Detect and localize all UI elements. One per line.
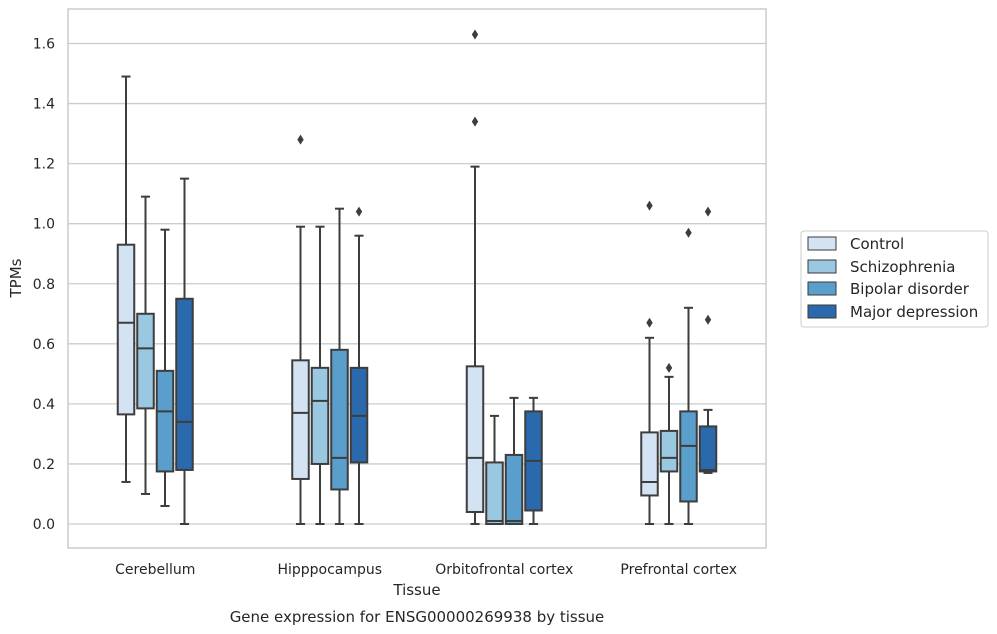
x-tick-label: Cerebellum [115, 562, 195, 578]
outlier-point [665, 362, 673, 373]
legend-item: Bipolar disorder [807, 280, 970, 298]
y-tick-label: 0.6 [33, 337, 55, 353]
legend-item: Major depression [807, 303, 978, 321]
y-tick-label: 1.2 [33, 157, 55, 173]
x-tick-label: Hipppocampus [277, 562, 382, 578]
box-group [679, 227, 698, 525]
box [640, 431, 659, 497]
legend-label: Schizophrenia [850, 258, 955, 276]
box-group [504, 396, 524, 526]
outlier-point [471, 116, 479, 127]
box [698, 425, 718, 473]
y-tick-label: 1.6 [33, 37, 55, 53]
box-group [155, 228, 175, 507]
box-group [485, 414, 504, 526]
legend: Control Schizophrenia Bipolar disorder M… [800, 230, 989, 328]
x-tick-label: Prefrontal cortex [620, 562, 737, 578]
outlier-point [704, 314, 712, 325]
legend-item: Control [807, 235, 904, 253]
box-group [659, 362, 679, 525]
outlier-point [685, 227, 692, 238]
x-axis-label: Tissue [392, 581, 440, 599]
outlier-point [471, 29, 479, 40]
outlier-point [297, 134, 304, 145]
y-axis-label: TPMs [7, 258, 25, 298]
box [330, 348, 349, 491]
legend-swatch [807, 236, 837, 251]
y-tick-label: 1.4 [33, 97, 55, 113]
legend-frame [800, 230, 989, 328]
box-group [330, 207, 349, 525]
box [310, 366, 330, 465]
outlier-point [704, 206, 712, 217]
y-tick-label: 0.2 [33, 457, 55, 473]
x-tick-label: Orbitofrontal cortex [435, 562, 573, 578]
legend-swatch [807, 304, 837, 319]
legend-item: Schizophrenia [807, 258, 955, 276]
legend-label: Control [850, 235, 904, 253]
y-tick-labels: 0.0 0.2 0.4 0.6 0.8 1.0 1.2 1.4 1.6 [33, 37, 55, 534]
y-tick-label: 0.4 [33, 397, 55, 413]
box [504, 453, 524, 526]
y-tick-label: 0.0 [33, 517, 55, 533]
box-group [640, 200, 659, 525]
box [465, 365, 485, 513]
box-group [310, 225, 330, 525]
box-group [116, 75, 136, 483]
outlier-point [646, 200, 653, 211]
box-group [175, 177, 194, 525]
box [155, 369, 175, 473]
box [485, 461, 504, 526]
box [116, 243, 136, 416]
box-group [698, 206, 718, 474]
box [659, 429, 679, 473]
box-group [524, 396, 543, 525]
legend-label: Bipolar disorder [850, 280, 970, 298]
legend-swatch [807, 281, 837, 296]
box [175, 297, 194, 471]
plot-frame [67, 8, 767, 549]
box-group [291, 134, 310, 525]
box [136, 312, 155, 410]
chart-caption: Gene expression for ENSG00000269938 by t… [230, 608, 605, 626]
legend-swatch [807, 259, 837, 274]
legend-label: Major depression [850, 303, 978, 321]
x-tick-labels: Cerebellum Hipppocampus Orbitofrontal cort… [115, 562, 737, 578]
box [291, 359, 310, 480]
box-group [465, 29, 485, 525]
box-group [136, 195, 155, 495]
outlier-point [355, 206, 363, 217]
y-tick-label: 1.0 [33, 217, 55, 233]
box-group [349, 206, 369, 525]
outlier-point [646, 317, 653, 328]
box [679, 410, 698, 503]
box-plots [116, 29, 718, 526]
y-tick-label: 0.8 [33, 277, 55, 293]
